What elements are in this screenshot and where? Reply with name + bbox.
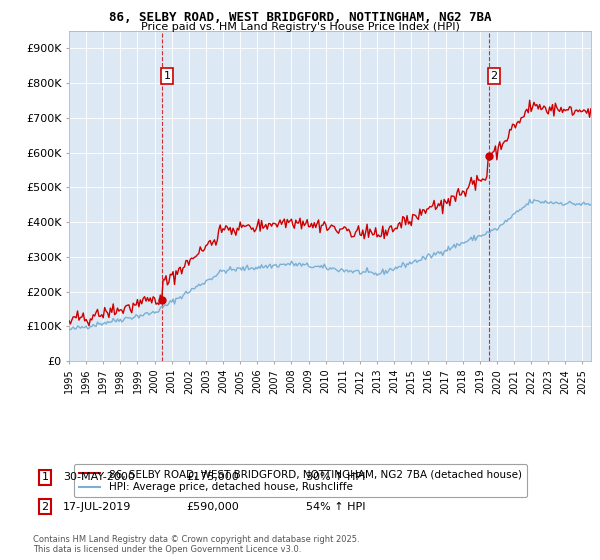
Text: 17-JUL-2019: 17-JUL-2019 (63, 502, 131, 512)
Text: 54% ↑ HPI: 54% ↑ HPI (306, 502, 365, 512)
Text: 30-MAY-2000: 30-MAY-2000 (63, 472, 135, 482)
Text: Price paid vs. HM Land Registry's House Price Index (HPI): Price paid vs. HM Land Registry's House … (140, 22, 460, 32)
Text: 30% ↑ HPI: 30% ↑ HPI (306, 472, 365, 482)
Text: Contains HM Land Registry data © Crown copyright and database right 2025.
This d: Contains HM Land Registry data © Crown c… (33, 535, 359, 554)
Legend: 86, SELBY ROAD, WEST BRIDGFORD, NOTTINGHAM, NG2 7BA (detached house), HPI: Avera: 86, SELBY ROAD, WEST BRIDGFORD, NOTTINGH… (74, 464, 527, 497)
Text: 86, SELBY ROAD, WEST BRIDGFORD, NOTTINGHAM, NG2 7BA: 86, SELBY ROAD, WEST BRIDGFORD, NOTTINGH… (109, 11, 491, 24)
Text: £175,000: £175,000 (186, 472, 239, 482)
Text: 2: 2 (41, 502, 49, 512)
Text: 1: 1 (41, 472, 49, 482)
Text: 2: 2 (491, 71, 497, 81)
Text: 1: 1 (163, 71, 170, 81)
Text: £590,000: £590,000 (186, 502, 239, 512)
